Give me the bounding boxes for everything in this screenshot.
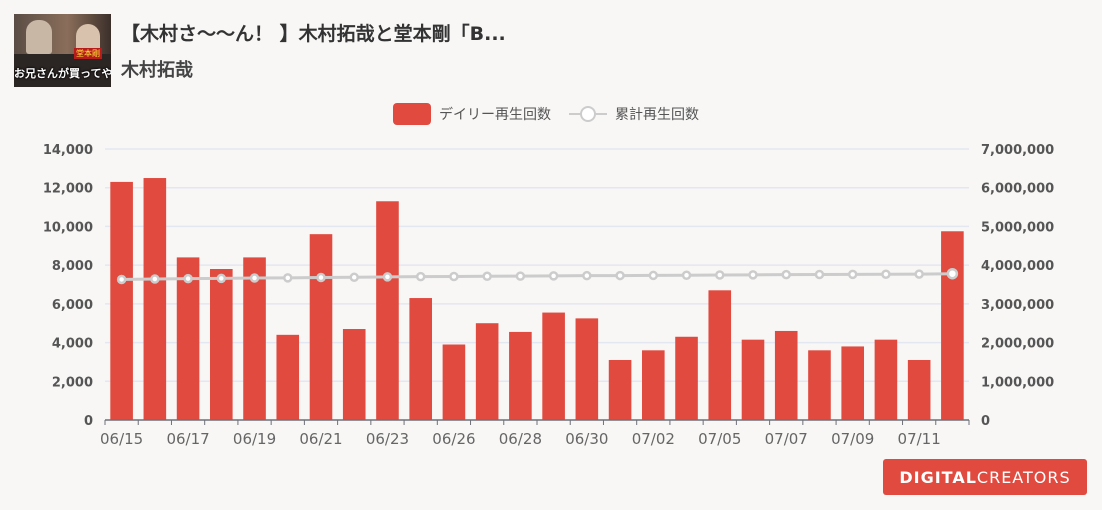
video-title[interactable]: 【木村さ〜〜ん！ 】木村拓哉と堂本剛「B... bbox=[121, 23, 506, 45]
y-right-tick-label: 0 bbox=[981, 414, 990, 429]
y-left-tick-label: 8,000 bbox=[52, 259, 93, 274]
x-tick-label: 07/09 bbox=[831, 430, 874, 448]
bar bbox=[941, 231, 964, 420]
bar bbox=[874, 339, 898, 420]
y-right-tick-label: 2,000,000 bbox=[981, 337, 1054, 352]
thumbnail-caption: お兄さんが買ってやるよ bbox=[14, 67, 111, 80]
line-point bbox=[449, 271, 459, 282]
chart-legend: デイリー再生回数 累計再生回数 bbox=[393, 103, 699, 125]
line-point bbox=[914, 269, 924, 279]
line-point bbox=[715, 270, 725, 280]
legend-bar-label[interactable]: デイリー再生回数 bbox=[439, 107, 551, 123]
bar bbox=[376, 201, 399, 420]
y-left-tick-label: 10,000 bbox=[43, 220, 93, 235]
line-point bbox=[249, 273, 260, 283]
bar bbox=[542, 312, 565, 420]
cumulative-line bbox=[121, 272, 953, 281]
x-tick-label: 06/15 bbox=[100, 430, 143, 448]
line-point bbox=[216, 273, 227, 284]
x-tick-label: 06/28 bbox=[499, 430, 542, 448]
bar bbox=[741, 339, 765, 420]
y-left-tick-label: 6,000 bbox=[52, 298, 93, 313]
bar bbox=[575, 318, 599, 420]
line-point bbox=[548, 271, 559, 281]
thumbnail-person-left bbox=[26, 20, 52, 54]
y-left-tick-label: 2,000 bbox=[52, 375, 93, 390]
line-point bbox=[814, 269, 825, 280]
video-header: 堂本剛 お兄さんが買ってやるよ 【木村さ〜〜ん！ 】木村拓哉と堂本剛「B... … bbox=[14, 14, 506, 88]
y-left-tick-label: 12,000 bbox=[43, 182, 93, 197]
y-left-tick-label: 4,000 bbox=[52, 337, 93, 352]
line-point bbox=[847, 269, 858, 280]
line-point bbox=[881, 269, 891, 279]
bar bbox=[608, 359, 632, 420]
line-point bbox=[681, 270, 692, 281]
legend-line-swatch[interactable] bbox=[569, 103, 607, 125]
bar bbox=[675, 336, 698, 420]
line-point bbox=[648, 270, 659, 281]
x-tick-label: 06/26 bbox=[432, 430, 475, 448]
bar bbox=[808, 350, 831, 420]
bar bbox=[475, 323, 499, 420]
x-tick-label: 06/19 bbox=[233, 430, 276, 448]
y-right-tick-label: 1,000,000 bbox=[981, 375, 1054, 390]
x-tick-label: 06/17 bbox=[166, 430, 209, 448]
y-left-tick-label: 0 bbox=[84, 414, 93, 429]
x-tick-label: 07/05 bbox=[698, 430, 741, 448]
logo-light-text: CREATORS bbox=[976, 467, 1071, 487]
bar bbox=[176, 257, 200, 420]
line-point bbox=[582, 270, 592, 281]
bar bbox=[841, 346, 864, 420]
line-point bbox=[283, 273, 293, 283]
y-right-tick-label: 3,000,000 bbox=[981, 298, 1054, 313]
line-point bbox=[515, 271, 526, 281]
line-point bbox=[183, 273, 193, 284]
y-right-tick-label: 4,000,000 bbox=[981, 259, 1054, 274]
line-point bbox=[415, 271, 426, 282]
y-right-tick-label: 6,000,000 bbox=[981, 182, 1054, 197]
line-point bbox=[482, 271, 492, 282]
bar bbox=[774, 330, 798, 420]
legend-bar-swatch[interactable] bbox=[393, 103, 431, 125]
bar bbox=[243, 257, 266, 420]
bar bbox=[442, 344, 466, 420]
x-tick-label: 06/30 bbox=[565, 430, 608, 448]
bar bbox=[409, 298, 432, 420]
video-thumbnail[interactable]: 堂本剛 お兄さんが買ってやるよ bbox=[14, 14, 111, 87]
x-tick-label: 07/02 bbox=[632, 430, 675, 448]
line-point bbox=[316, 272, 326, 283]
y-left-tick-label: 14,000 bbox=[43, 143, 93, 158]
logo-bold-text: DIGITAL bbox=[899, 467, 977, 487]
line-point bbox=[615, 270, 625, 281]
legend-line-label[interactable]: 累計再生回数 bbox=[615, 107, 699, 123]
line-point bbox=[748, 270, 758, 280]
bar bbox=[642, 350, 665, 420]
digital-creators-logo[interactable]: DIGITAL CREATORS bbox=[883, 459, 1087, 495]
line-point bbox=[781, 269, 791, 280]
x-tick-label: 07/07 bbox=[765, 430, 808, 448]
bar bbox=[907, 359, 931, 420]
x-tick-label: 06/23 bbox=[366, 430, 409, 448]
bar bbox=[210, 269, 233, 420]
line-point bbox=[382, 272, 393, 282]
line-point bbox=[116, 274, 127, 285]
thumbnail-tag: 堂本剛 bbox=[74, 48, 102, 59]
bar bbox=[342, 329, 366, 420]
bar bbox=[509, 331, 532, 420]
y-right-tick-label: 5,000,000 bbox=[981, 220, 1054, 235]
bar bbox=[143, 178, 167, 420]
channel-name[interactable]: 木村拓哉 bbox=[121, 60, 193, 81]
bar bbox=[110, 181, 133, 420]
line-point bbox=[349, 272, 359, 283]
line-point bbox=[946, 267, 959, 280]
y-right-tick-label: 7,000,000 bbox=[981, 143, 1054, 158]
x-tick-label: 06/21 bbox=[299, 430, 342, 448]
x-tick-label: 07/11 bbox=[898, 430, 941, 448]
bar bbox=[276, 334, 300, 420]
line-point bbox=[150, 274, 160, 284]
bar bbox=[309, 234, 333, 420]
bar bbox=[708, 290, 732, 420]
